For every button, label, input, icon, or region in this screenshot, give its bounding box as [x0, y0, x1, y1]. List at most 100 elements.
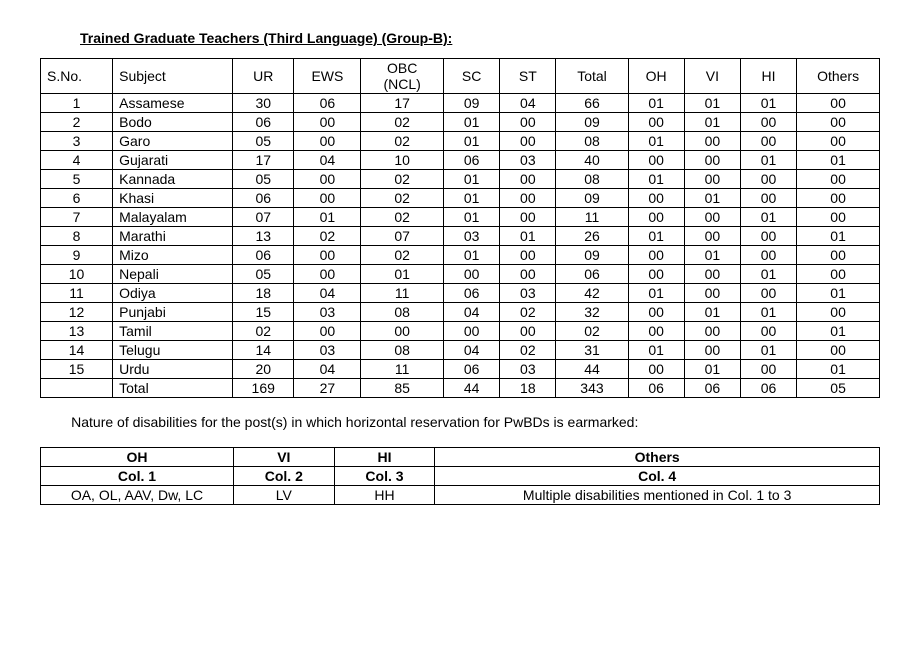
table-cell: 10	[361, 151, 444, 170]
table-cell: Nepali	[113, 265, 233, 284]
table-cell: 07	[232, 208, 294, 227]
table-cell: 02	[232, 322, 294, 341]
table-cell: 09	[444, 94, 500, 113]
table-cell: 13	[41, 322, 113, 341]
table-cell: 00	[628, 265, 684, 284]
table-cell: 01	[444, 189, 500, 208]
table-cell: 12	[41, 303, 113, 322]
table-cell: 06	[232, 113, 294, 132]
table-cell: 2	[41, 113, 113, 132]
table-cell: 15	[41, 360, 113, 379]
table-cell: 11	[361, 284, 444, 303]
table-cell: 00	[684, 170, 740, 189]
table-cell: 00	[740, 227, 796, 246]
table-cell: 10	[41, 265, 113, 284]
table-cell: 11	[556, 208, 628, 227]
table-cell: Odiya	[113, 284, 233, 303]
table-cell: 06	[556, 265, 628, 284]
table-cell: 05	[797, 379, 880, 398]
table-row: 10Nepali05000100000600000100	[41, 265, 880, 284]
table-cell: 04	[444, 341, 500, 360]
table-cell: 01	[684, 303, 740, 322]
table-cell: 00	[797, 246, 880, 265]
table-cell: 14	[232, 341, 294, 360]
table-cell: 01	[684, 246, 740, 265]
table-cell: 00	[444, 265, 500, 284]
col-st: ST	[500, 59, 556, 94]
table-row: 4Gujarati17041006034000000101	[41, 151, 880, 170]
table-cell: 3	[41, 132, 113, 151]
table-cell: 18	[232, 284, 294, 303]
col-total: Total	[556, 59, 628, 94]
disability-paragraph: Nature of disabilities for the post(s) i…	[40, 412, 880, 433]
table-row: 12Punjabi15030804023200010100	[41, 303, 880, 322]
col-others: Others	[797, 59, 880, 94]
table-cell: 00	[797, 208, 880, 227]
table-cell: 06	[444, 360, 500, 379]
table-cell: 4	[41, 151, 113, 170]
table-cell: 00	[797, 265, 880, 284]
table-cell: Tamil	[113, 322, 233, 341]
col-oh: OH	[628, 59, 684, 94]
table-cell: 09	[556, 246, 628, 265]
table-cell: 03	[500, 360, 556, 379]
disab-val4: Multiple disabilities mentioned in Col. …	[435, 486, 880, 505]
table-cell: 00	[294, 246, 361, 265]
table-cell: 00	[797, 341, 880, 360]
table-cell: 03	[294, 341, 361, 360]
table-cell: 9	[41, 246, 113, 265]
table-cell: 04	[294, 151, 361, 170]
table-cell: 00	[740, 322, 796, 341]
table-cell: 169	[232, 379, 294, 398]
table-cell: 00	[684, 322, 740, 341]
table-cell: 02	[294, 227, 361, 246]
table-cell: 00	[294, 132, 361, 151]
table-cell: 85	[361, 379, 444, 398]
table-cell: 08	[556, 170, 628, 189]
table-cell: 6	[41, 189, 113, 208]
table-cell: 01	[500, 227, 556, 246]
table-cell: 09	[556, 113, 628, 132]
table-cell: 20	[232, 360, 294, 379]
table-cell: 06	[294, 94, 361, 113]
table-header-row: S.No. Subject UR EWS OBC (NCL) SC ST Tot…	[41, 59, 880, 94]
table-cell: 08	[361, 303, 444, 322]
table-cell: 01	[684, 94, 740, 113]
table-cell: 00	[740, 113, 796, 132]
table-cell: 1	[41, 94, 113, 113]
table-cell: 14	[41, 341, 113, 360]
disab-val2: LV	[233, 486, 334, 505]
table-cell: 06	[232, 189, 294, 208]
table-cell: 13	[232, 227, 294, 246]
table-cell: 01	[740, 265, 796, 284]
table-cell: 00	[628, 189, 684, 208]
table-cell: 02	[556, 322, 628, 341]
table-cell: 01	[444, 132, 500, 151]
table-cell: 11	[361, 360, 444, 379]
table-cell: Mizo	[113, 246, 233, 265]
table-cell: 02	[361, 189, 444, 208]
table-cell: 00	[628, 151, 684, 170]
table-cell: 02	[361, 132, 444, 151]
table-row: 3Garo05000201000801000000	[41, 132, 880, 151]
table-cell: Bodo	[113, 113, 233, 132]
table-cell: 32	[556, 303, 628, 322]
col-hi: HI	[740, 59, 796, 94]
table-cell: 44	[556, 360, 628, 379]
table-cell: 06	[444, 284, 500, 303]
col-ur: UR	[232, 59, 294, 94]
table-cell: 06	[444, 151, 500, 170]
table-cell: 01	[797, 360, 880, 379]
table-cell: Assamese	[113, 94, 233, 113]
table-cell: 00	[500, 132, 556, 151]
table-cell: 00	[500, 189, 556, 208]
disab-vi: VI	[233, 448, 334, 467]
table-cell: 00	[628, 360, 684, 379]
table-cell: 30	[232, 94, 294, 113]
table-cell: 00	[797, 170, 880, 189]
table-cell: 01	[294, 208, 361, 227]
table-cell: 11	[41, 284, 113, 303]
table-cell: 01	[628, 132, 684, 151]
disab-hi: HI	[334, 448, 435, 467]
table-cell: 01	[628, 341, 684, 360]
